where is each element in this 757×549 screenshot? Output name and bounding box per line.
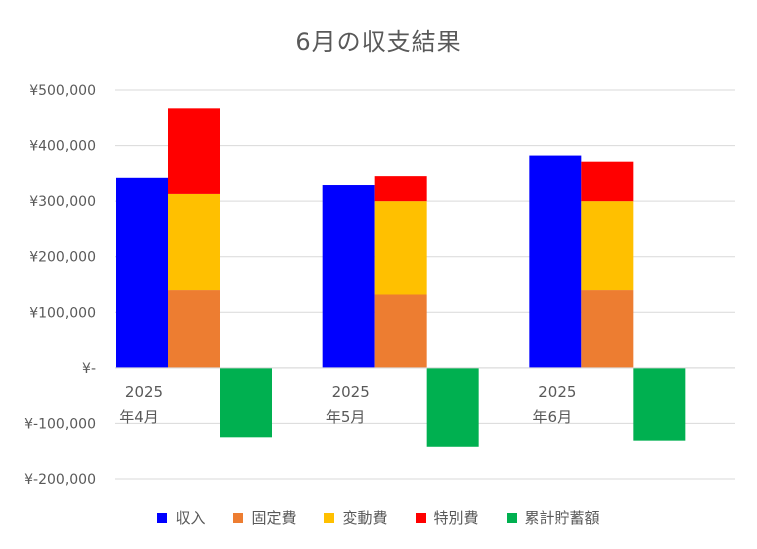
bar-expense-1 — [168, 108, 220, 194]
bar-expense-3 — [581, 201, 634, 291]
legend-item: 特別費 — [415, 507, 479, 528]
bar-savings-3 — [633, 367, 686, 441]
legend-swatch — [506, 512, 517, 523]
bar-expense-2 — [374, 294, 427, 368]
bar-savings-1 — [220, 367, 272, 438]
x-tick-label-line2: 年4月 — [119, 408, 159, 426]
bar-expense-1 — [168, 290, 220, 368]
bar-income-3 — [529, 155, 582, 368]
chart-legend: 収入 固定費 変動費 特別費 累計貯蓄額 — [0, 507, 757, 528]
bar-expense-2 — [374, 201, 427, 295]
x-tick-label-line1: 2025 — [125, 383, 163, 401]
legend-item: 変動費 — [324, 507, 388, 528]
bar-expense-3 — [581, 290, 634, 368]
bar-savings-2 — [426, 367, 479, 447]
legend-swatch — [324, 512, 335, 523]
legend-swatch — [157, 512, 168, 523]
bar-expense-3 — [581, 161, 634, 202]
bar-expense-2 — [374, 176, 427, 202]
legend-item: 固定費 — [233, 507, 296, 528]
legend-item: 累計貯蓄額 — [506, 507, 600, 528]
x-tick-label-line1: 2025 — [538, 383, 576, 401]
y-tick-label: ¥100,000 — [29, 305, 96, 321]
x-tick-label-line1: 2025 — [332, 383, 370, 401]
y-tick-label: ¥500,000 — [29, 83, 96, 99]
bar-income-2 — [322, 185, 375, 368]
x-tick-label-line2: 年6月 — [533, 408, 573, 426]
legend-label: 変動費 — [342, 509, 388, 527]
x-tick-label-line2: 年5月 — [326, 408, 366, 426]
y-tick-label: ¥300,000 — [29, 194, 96, 210]
chart-title: 6月の収支結果 — [295, 28, 462, 56]
y-tick-label: ¥200,000 — [29, 250, 96, 266]
legend-item: 収入 — [157, 507, 205, 528]
legend-label: 収入 — [175, 509, 206, 527]
legend-label: 累計貯蓄額 — [524, 509, 600, 527]
legend-swatch — [233, 512, 244, 523]
legend-label: 特別費 — [433, 509, 479, 527]
y-tick-label: ¥400,000 — [29, 139, 96, 155]
y-tick-label: ¥-100,000 — [24, 416, 96, 432]
y-tick-label: ¥-200,000 — [24, 472, 96, 488]
legend-swatch — [415, 512, 426, 523]
y-tick-label: ¥- — [82, 361, 96, 377]
bar-expense-1 — [168, 193, 220, 291]
legend-label: 固定費 — [251, 509, 297, 527]
bar-income-1 — [116, 177, 168, 368]
